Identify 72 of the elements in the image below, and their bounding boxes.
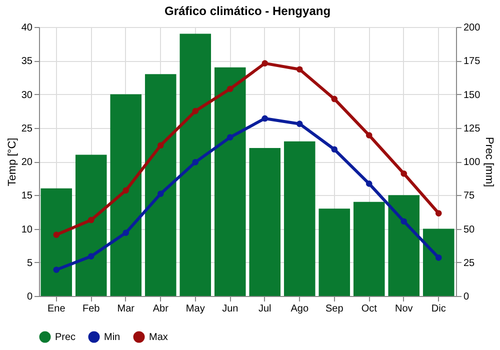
bar bbox=[214, 67, 246, 296]
y2-tick-label: 100 bbox=[464, 157, 481, 168]
bar bbox=[75, 154, 107, 296]
point bbox=[400, 170, 408, 177]
point bbox=[88, 216, 94, 224]
y-tick-label: 10 bbox=[21, 224, 33, 236]
bar bbox=[40, 188, 72, 296]
point bbox=[296, 66, 303, 73]
point bbox=[53, 232, 60, 238]
point bbox=[157, 142, 164, 149]
point bbox=[366, 180, 372, 187]
y2-axis-title: Prec [mm] bbox=[483, 136, 496, 188]
chart-title: Gráfico climático - Hengyang bbox=[164, 4, 331, 18]
legend-label: Prec bbox=[55, 332, 76, 343]
x-tick-label: May bbox=[186, 304, 205, 314]
point bbox=[400, 218, 408, 225]
y-tick-label: 35 bbox=[21, 56, 33, 68]
point bbox=[192, 108, 199, 114]
x-tick-label: Oct bbox=[361, 304, 378, 314]
point bbox=[262, 115, 268, 122]
x-tick-label: Mar bbox=[117, 304, 136, 314]
bar bbox=[180, 34, 212, 296]
y-tick-label: 25 bbox=[21, 123, 33, 134]
y-tick-label: 0 bbox=[26, 292, 33, 302]
y2-tick-label: 200 bbox=[464, 22, 481, 34]
point bbox=[435, 254, 442, 261]
point bbox=[331, 96, 338, 102]
point bbox=[435, 210, 442, 216]
x-tick-label: Jun bbox=[222, 304, 238, 314]
y2-tick-label: 0 bbox=[464, 292, 470, 302]
x-tick-label: Nov bbox=[394, 304, 413, 314]
y-tick-label: 15 bbox=[21, 190, 33, 202]
legend-label: Min bbox=[104, 332, 120, 343]
point bbox=[122, 230, 130, 236]
x-tick-label: Ene bbox=[47, 304, 66, 314]
y2-tick-label: 50 bbox=[464, 224, 476, 236]
point bbox=[226, 86, 234, 92]
point bbox=[366, 132, 372, 138]
bar bbox=[353, 202, 385, 296]
point bbox=[226, 134, 234, 140]
y-tick-label: 5 bbox=[26, 258, 33, 269]
point bbox=[296, 120, 303, 127]
point bbox=[122, 187, 130, 194]
y2-tick-label: 125 bbox=[464, 123, 481, 134]
x-tick-label: Ago bbox=[290, 304, 309, 314]
point bbox=[157, 190, 164, 197]
y2-tick-label: 175 bbox=[464, 56, 481, 68]
bar bbox=[284, 141, 316, 296]
y2-tick-label: 75 bbox=[464, 190, 476, 202]
x-tick-label: Abr bbox=[152, 304, 170, 314]
bar bbox=[422, 228, 454, 296]
y-tick-label: 20 bbox=[21, 157, 33, 168]
bar bbox=[110, 94, 142, 296]
point bbox=[262, 60, 268, 66]
bar bbox=[249, 148, 281, 296]
y2-tick-label: 150 bbox=[464, 90, 481, 101]
point bbox=[331, 146, 338, 153]
y-tick-label: 30 bbox=[21, 90, 33, 101]
point bbox=[53, 266, 60, 273]
y2-tick-label: 25 bbox=[464, 258, 476, 269]
bar bbox=[318, 208, 350, 296]
bar bbox=[144, 74, 176, 296]
y-axis-title: Temp [°C] bbox=[6, 138, 18, 186]
x-tick-label: Sep bbox=[325, 304, 344, 314]
bar bbox=[388, 195, 420, 296]
point bbox=[192, 159, 199, 166]
y-tick-label: 40 bbox=[21, 22, 33, 34]
legend-label: Max bbox=[149, 332, 168, 343]
x-tick-label: Jul bbox=[258, 304, 272, 314]
x-tick-label: Dic bbox=[431, 304, 446, 314]
x-tick-label: Feb bbox=[82, 304, 100, 314]
point bbox=[88, 253, 94, 260]
